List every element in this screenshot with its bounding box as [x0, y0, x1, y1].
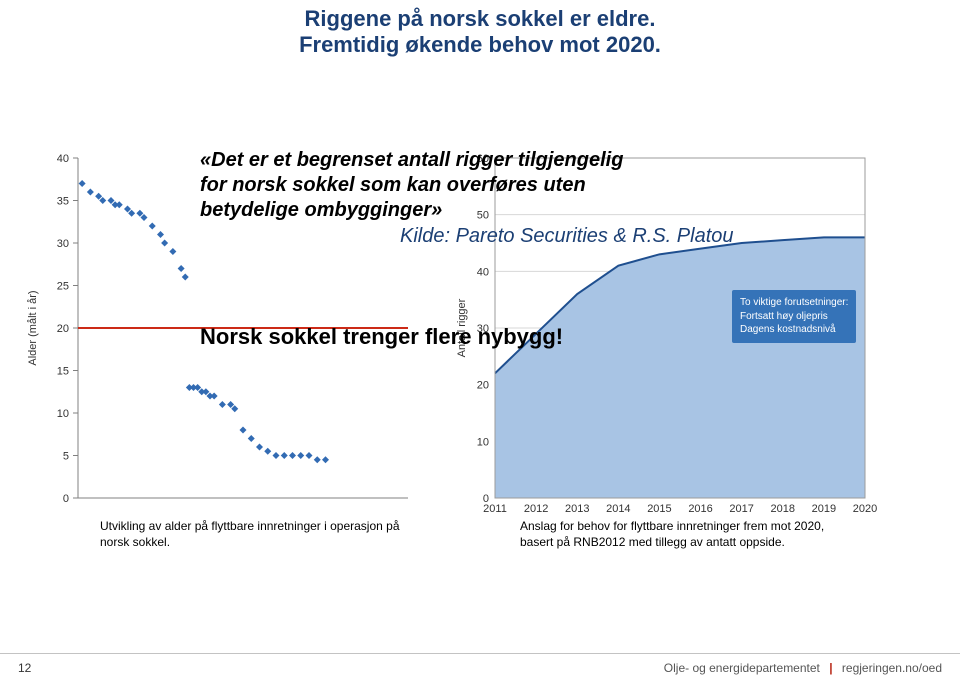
svg-text:2013: 2013 — [565, 503, 589, 515]
svg-text:2020: 2020 — [853, 503, 877, 515]
callout-line-3: Dagens kostnadsnivå — [740, 323, 848, 337]
quote-line-3: betydelige ombygginger» — [200, 198, 760, 223]
svg-text:2012: 2012 — [524, 503, 548, 515]
svg-text:2014: 2014 — [606, 503, 630, 515]
page-title: Riggene på norsk sokkel er eldre. Fremti… — [0, 0, 960, 58]
footer-dept: Olje- og energidepartementet — [664, 661, 820, 675]
title-line-2: Fremtidig økende behov mot 2020. — [0, 32, 960, 58]
right-chart-caption: Anslag for behov for flyttbare innretnin… — [520, 518, 860, 550]
footer-right: Olje- og energidepartementet | regjering… — [664, 661, 942, 675]
footer-url: regjeringen.no/oed — [842, 661, 942, 675]
quote-source: Kilde: Pareto Securities & R.S. Platou — [400, 225, 760, 248]
svg-text:2015: 2015 — [647, 503, 671, 515]
footer-sep: | — [829, 661, 832, 675]
page-number: 12 — [18, 661, 31, 675]
page-footer: 12 Olje- og energidepartementet | regjer… — [0, 653, 960, 681]
svg-text:2019: 2019 — [812, 503, 836, 515]
quote-line-2: for norsk sokkel som kan overføres uten — [200, 173, 760, 198]
svg-text:2018: 2018 — [771, 503, 795, 515]
svg-text:2016: 2016 — [688, 503, 712, 515]
quote-line-1: «Det er et begrenset antall rigger tilgj… — [200, 148, 760, 173]
svg-text:2011: 2011 — [483, 503, 507, 515]
shout-text: Norsk sokkel trenger flere nybygg! — [200, 324, 563, 350]
svg-text:40: 40 — [477, 266, 489, 278]
callout-line-1: To viktige forutsetninger: — [740, 296, 848, 310]
callout-line-2: Fortsatt høy oljepris — [740, 310, 848, 324]
svg-text:2017: 2017 — [729, 503, 753, 515]
svg-text:10: 10 — [477, 436, 489, 448]
title-line-1: Riggene på norsk sokkel er eldre. — [0, 6, 960, 32]
left-chart-caption: Utvikling av alder på flyttbare innretni… — [100, 518, 410, 550]
chart-area: 0510152025303540Alder (målt i år) 010203… — [0, 68, 960, 598]
svg-text:20: 20 — [477, 380, 489, 392]
assumptions-callout: To viktige forutsetninger: Fortsatt høy … — [732, 290, 856, 343]
quote-overlay: «Det er et begrenset antall rigger tilgj… — [200, 148, 760, 248]
